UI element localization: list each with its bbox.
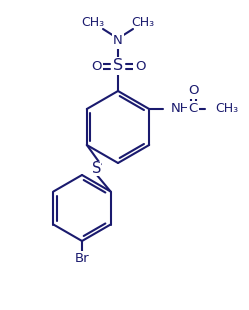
Text: S: S — [113, 59, 123, 73]
Text: O: O — [135, 60, 145, 73]
Text: N: N — [113, 34, 123, 47]
Text: C: C — [188, 103, 198, 116]
Text: Br: Br — [75, 253, 89, 265]
Text: NH: NH — [171, 103, 191, 116]
Text: S: S — [92, 161, 101, 176]
Text: CH₃: CH₃ — [81, 16, 105, 29]
Text: CH₃: CH₃ — [215, 103, 238, 116]
Text: CH₃: CH₃ — [131, 16, 155, 29]
Text: O: O — [91, 60, 101, 73]
Text: O: O — [188, 85, 198, 98]
